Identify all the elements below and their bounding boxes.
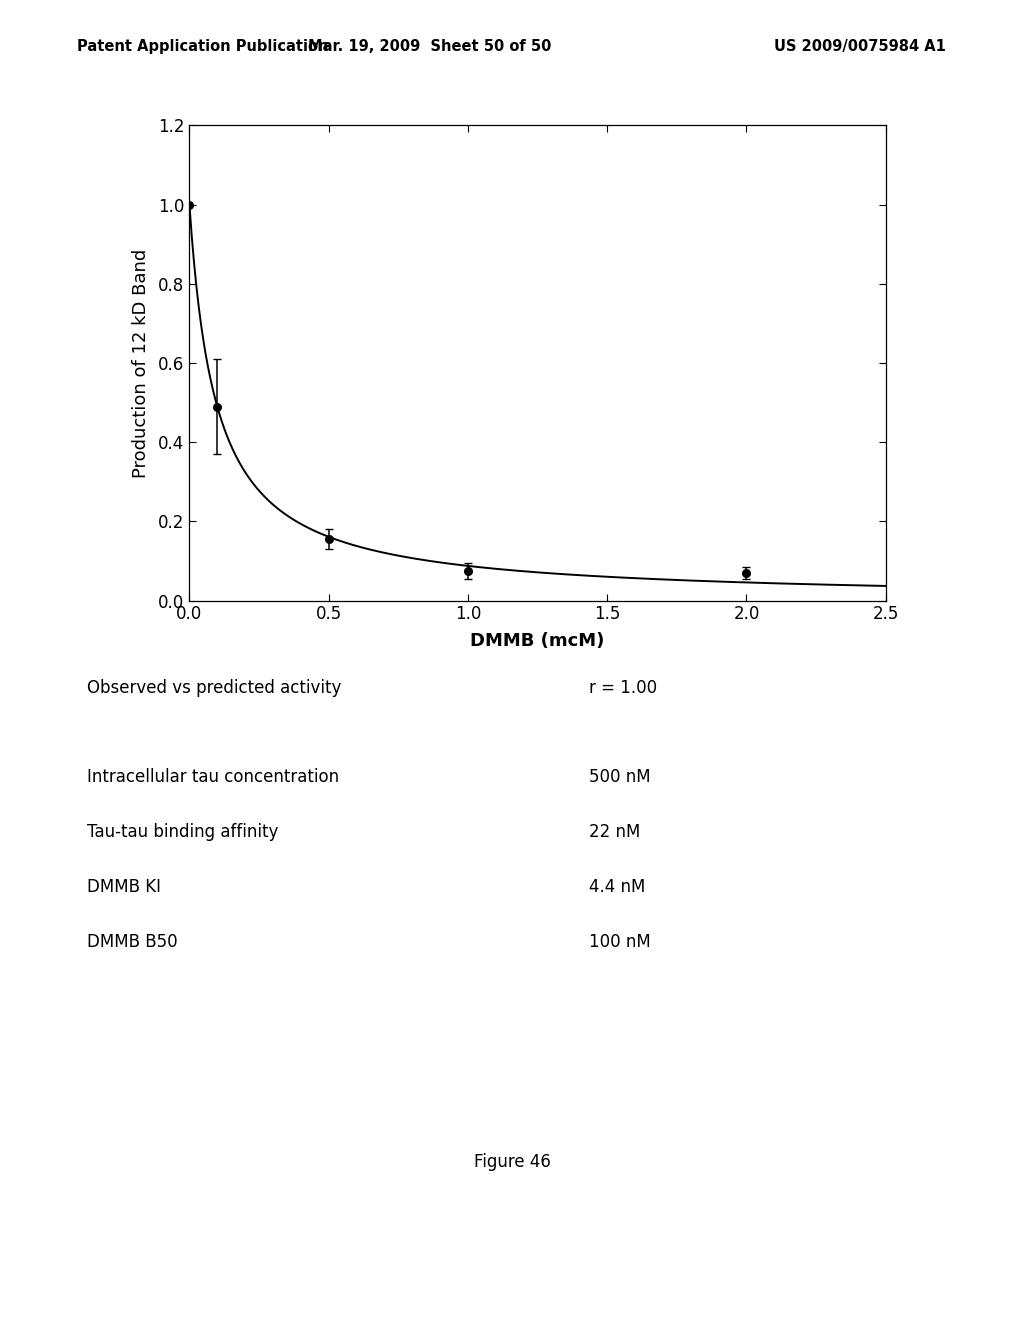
Text: 4.4 nM: 4.4 nM xyxy=(589,878,645,896)
Text: DMMB KI: DMMB KI xyxy=(87,878,161,896)
Text: r = 1.00: r = 1.00 xyxy=(589,678,657,697)
Text: 100 nM: 100 nM xyxy=(589,933,650,950)
Y-axis label: Production of 12 kD Band: Production of 12 kD Band xyxy=(132,248,150,478)
Text: DMMB B50: DMMB B50 xyxy=(87,933,178,950)
Text: Intracellular tau concentration: Intracellular tau concentration xyxy=(87,768,339,787)
Text: Figure 46: Figure 46 xyxy=(473,1152,551,1171)
Text: Tau-tau binding affinity: Tau-tau binding affinity xyxy=(87,824,279,841)
Text: US 2009/0075984 A1: US 2009/0075984 A1 xyxy=(774,38,946,54)
Text: 500 nM: 500 nM xyxy=(589,768,650,787)
Text: Mar. 19, 2009  Sheet 50 of 50: Mar. 19, 2009 Sheet 50 of 50 xyxy=(308,38,552,54)
Text: Patent Application Publication: Patent Application Publication xyxy=(77,38,329,54)
Text: 22 nM: 22 nM xyxy=(589,824,640,841)
X-axis label: DMMB (mcM): DMMB (mcM) xyxy=(470,632,605,649)
Text: Observed vs predicted activity: Observed vs predicted activity xyxy=(87,678,341,697)
